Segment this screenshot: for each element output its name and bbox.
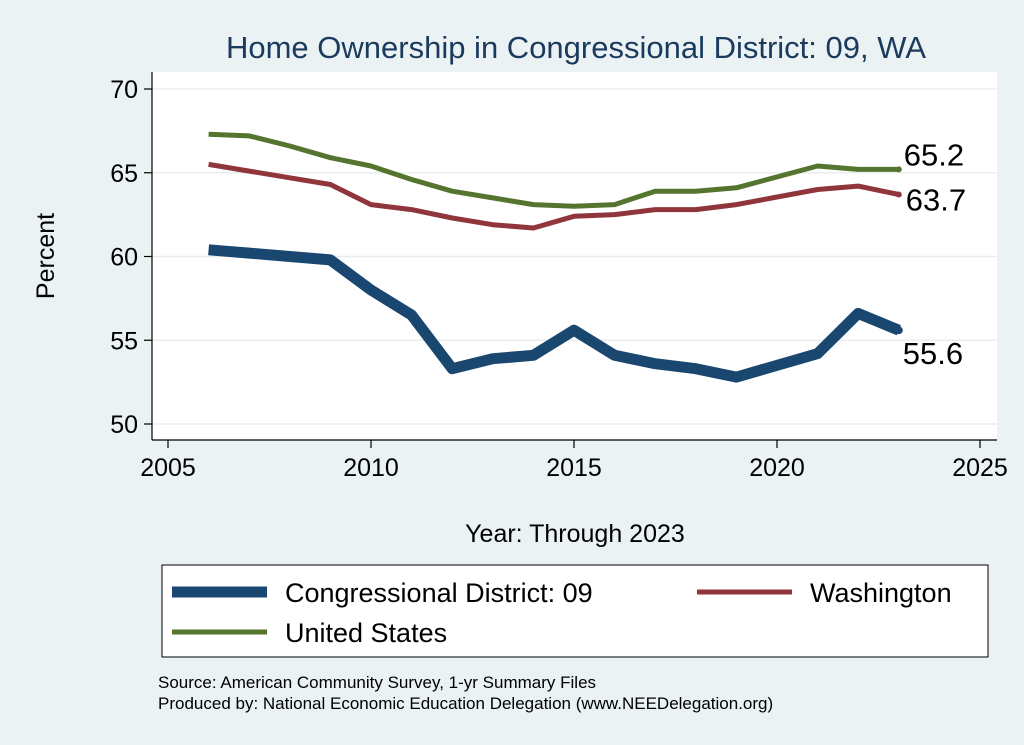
end-label-congressional-district-09: 55.6 — [903, 336, 963, 371]
tick-labels: 50 55 60 65 70 2005 2010 2015 2020 2025 — [110, 76, 1008, 482]
x-tick-label-2020: 2020 — [749, 454, 805, 482]
end-labels: 55.6 63.7 65.2 — [903, 137, 966, 371]
chart-title: Home Ownership in Congressional District… — [226, 30, 926, 65]
x-tick-label-2025: 2025 — [952, 454, 1008, 482]
x-tick-label-2010: 2010 — [343, 454, 399, 482]
end-label-washington: 63.7 — [906, 183, 966, 218]
gridlines — [152, 88, 997, 425]
end-point-united-states — [895, 166, 902, 173]
end-point-washington — [895, 191, 902, 198]
x-tick-label-2005: 2005 — [140, 454, 196, 482]
y-tick-label-60: 60 — [110, 244, 138, 272]
produced-by-line: Produced by: National Economic Education… — [158, 694, 773, 713]
legend-box — [161, 564, 989, 658]
series-line-congressional-district-09 — [208, 244, 901, 383]
legend: Congressional District: 09 Washington Unit… — [172, 578, 952, 648]
source-line: Source: American Community Survey, 1-yr … — [158, 673, 596, 692]
y-tick-label-65: 65 — [110, 160, 138, 188]
x-tick-label-2015: 2015 — [546, 454, 602, 482]
end-label-united-states: 65.2 — [904, 137, 964, 172]
y-axis-title: Percent — [32, 213, 60, 299]
axes — [144, 72, 997, 448]
y-tick-label-50: 50 — [110, 411, 138, 439]
legend-label-congressional-district-09: Congressional District: 09 — [285, 578, 593, 608]
y-tick-label-55: 55 — [110, 327, 138, 355]
legend-label-washington: Washington — [810, 578, 952, 608]
series-line-united-states — [208, 131, 899, 209]
series-lines — [208, 131, 903, 383]
y-tick-label-70: 70 — [110, 76, 138, 104]
x-axis-title: Year: Through 2023 — [465, 520, 685, 548]
end-point-congressional-district-09 — [894, 326, 903, 335]
series-line-washington — [208, 161, 900, 231]
legend-label-united-states: United States — [285, 618, 447, 648]
